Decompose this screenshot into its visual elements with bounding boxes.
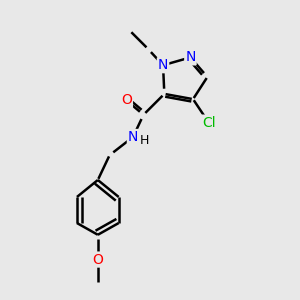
Text: O: O xyxy=(121,93,132,107)
Text: N: N xyxy=(128,130,138,144)
Text: Cl: Cl xyxy=(202,116,215,130)
Text: N: N xyxy=(158,58,168,72)
Text: N: N xyxy=(185,50,196,64)
Text: H: H xyxy=(139,134,149,147)
Text: O: O xyxy=(92,253,103,267)
